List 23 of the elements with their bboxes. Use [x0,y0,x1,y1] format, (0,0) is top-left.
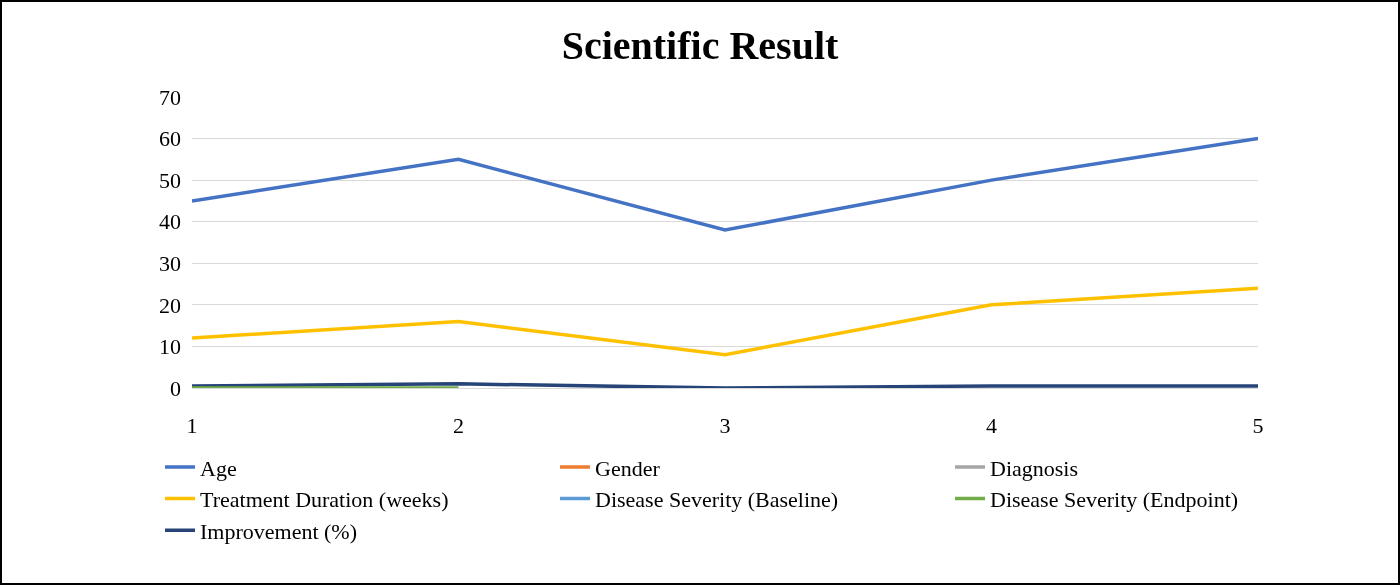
y-tick-label: 50 [159,167,181,193]
line-series [192,286,1258,357]
legend-label: Disease Severity (Baseline) [595,487,839,513]
x-tick-label: 3 [719,413,731,439]
legend-label: Diagnosis [990,455,1079,481]
x-tick-label: 2 [453,413,464,439]
x-tick-label: 5 [1252,413,1264,439]
legend-label: Improvement (%) [200,518,358,544]
legend-label: Gender [595,455,661,481]
legend-label: Disease Severity (Endpoint) [990,487,1239,513]
y-tick-label: 20 [159,292,181,318]
line-series [192,136,1258,232]
y-tick-label: 10 [159,334,181,360]
x-tick-label: 1 [186,413,198,439]
y-tick-label: 40 [159,209,181,235]
legend-label: Age [200,455,237,481]
chart-title: Scientific Result [561,23,839,69]
x-tick-label: 4 [986,413,997,439]
legend-label: Treatment Duration (weeks) [200,487,449,513]
y-tick-label: 0 [170,375,181,401]
y-tick-label: 70 [159,84,181,110]
y-tick-label: 30 [159,250,181,276]
y-tick-label: 60 [159,126,181,152]
